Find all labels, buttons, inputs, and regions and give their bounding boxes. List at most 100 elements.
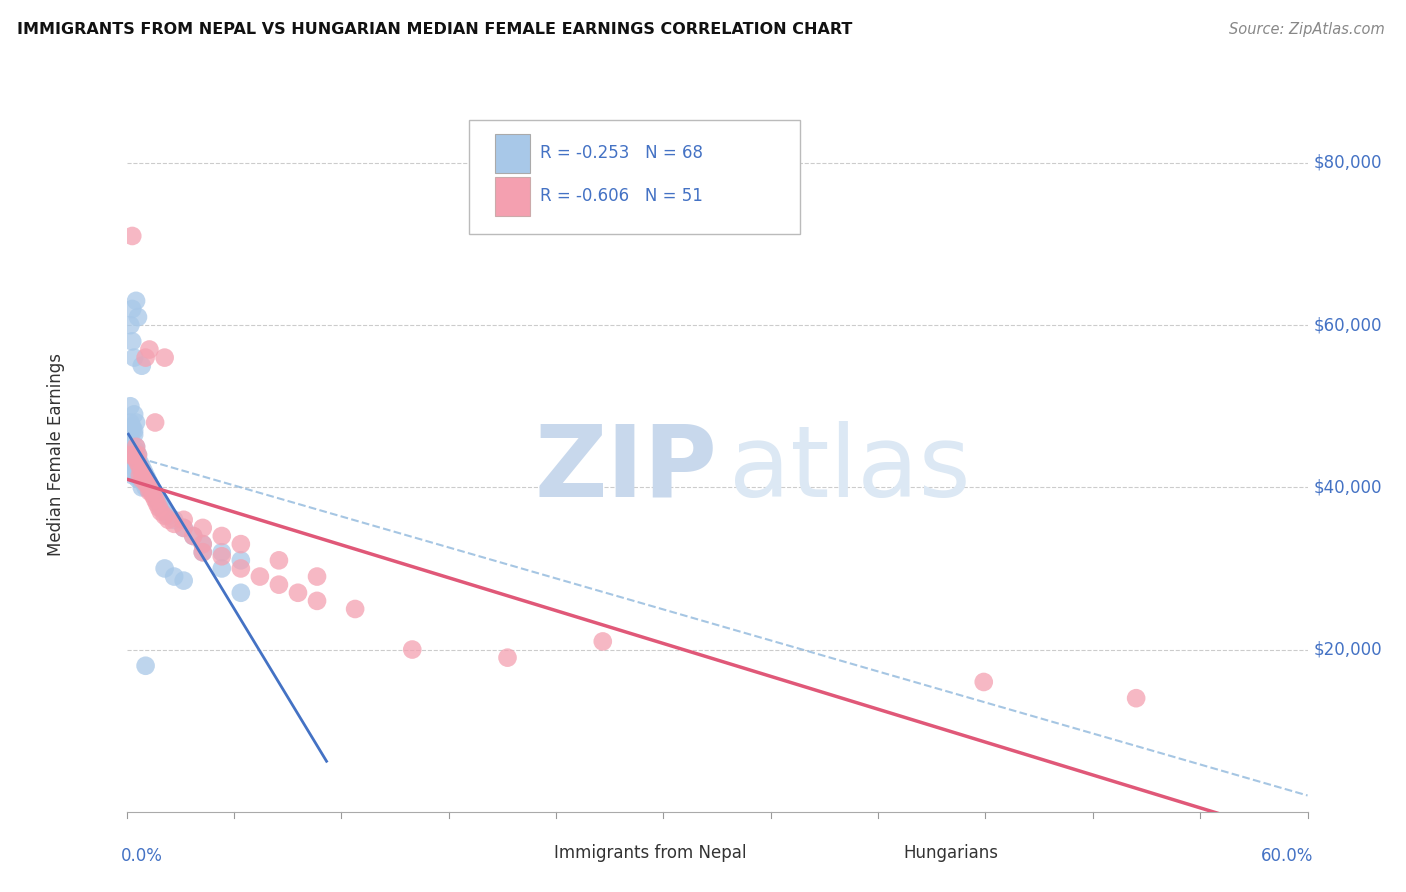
Point: [135, 472, 157, 486]
Point: [973, 675, 995, 690]
Point: [191, 545, 214, 559]
Point: [287, 586, 309, 600]
Point: [211, 545, 233, 559]
Point: [120, 448, 142, 462]
Point: [1125, 691, 1147, 706]
Point: [128, 468, 150, 483]
Point: [496, 650, 519, 665]
Point: [135, 658, 157, 673]
Point: [117, 448, 139, 462]
Point: [211, 529, 233, 543]
Point: [131, 464, 153, 478]
Point: [121, 419, 143, 434]
Point: [117, 435, 139, 450]
Point: [122, 448, 145, 462]
Point: [121, 443, 143, 458]
Point: [131, 460, 153, 475]
Point: [249, 569, 271, 583]
Point: [136, 480, 159, 494]
Point: [138, 343, 160, 357]
Text: atlas: atlas: [728, 421, 970, 517]
Text: Source: ZipAtlas.com: Source: ZipAtlas.com: [1229, 22, 1385, 37]
Point: [143, 416, 166, 430]
Point: [135, 468, 157, 483]
Point: [121, 229, 143, 244]
Point: [181, 529, 204, 543]
Point: [132, 472, 155, 486]
Point: [157, 508, 180, 523]
Point: [125, 456, 148, 470]
Point: [146, 492, 169, 507]
Text: 0.0%: 0.0%: [121, 847, 163, 865]
Point: [125, 416, 148, 430]
Text: Immigrants from Nepal: Immigrants from Nepal: [554, 844, 747, 862]
Point: [191, 545, 214, 559]
Point: [121, 424, 143, 438]
Text: Median Female Earnings: Median Female Earnings: [46, 353, 65, 557]
Point: [128, 464, 150, 478]
Point: [122, 424, 145, 438]
Point: [135, 351, 157, 365]
Point: [229, 537, 252, 551]
Point: [122, 452, 145, 467]
Point: [148, 497, 170, 511]
Point: [138, 476, 160, 491]
Point: [127, 456, 149, 470]
Bar: [495, 134, 530, 173]
Text: R = -0.253   N = 68: R = -0.253 N = 68: [540, 145, 703, 162]
Text: $60,000: $60,000: [1313, 316, 1382, 334]
Point: [267, 553, 290, 567]
Point: [127, 448, 149, 462]
Point: [173, 521, 195, 535]
Text: ZIP: ZIP: [534, 421, 717, 517]
Point: [229, 553, 252, 567]
Text: Hungarians: Hungarians: [904, 844, 998, 862]
Point: [173, 513, 195, 527]
Point: [136, 472, 159, 486]
Point: [153, 351, 176, 365]
Point: [125, 443, 148, 458]
Point: [138, 484, 160, 499]
Point: [146, 497, 169, 511]
Point: [120, 399, 142, 413]
Point: [132, 468, 155, 483]
Point: [191, 537, 214, 551]
Bar: [873, 840, 898, 865]
Point: [122, 427, 145, 442]
Point: [135, 476, 157, 491]
Point: [120, 452, 142, 467]
Point: [401, 642, 423, 657]
Point: [127, 464, 149, 478]
Bar: [495, 177, 530, 216]
Point: [128, 456, 150, 470]
Point: [157, 513, 180, 527]
Point: [128, 460, 150, 475]
Point: [120, 416, 142, 430]
Point: [122, 351, 145, 365]
Point: [229, 561, 252, 575]
Point: [125, 440, 148, 454]
Point: [163, 513, 186, 527]
Text: $40,000: $40,000: [1313, 478, 1382, 496]
Bar: [522, 840, 548, 865]
Point: [163, 516, 186, 531]
Point: [191, 521, 214, 535]
Point: [121, 456, 143, 470]
Point: [125, 452, 148, 467]
Point: [127, 310, 149, 324]
Point: [131, 359, 153, 373]
Point: [173, 574, 195, 588]
Point: [121, 468, 143, 483]
Point: [127, 456, 149, 470]
Point: [120, 464, 142, 478]
Point: [143, 488, 166, 502]
Point: [125, 440, 148, 454]
Point: [153, 561, 176, 575]
Point: [120, 432, 142, 446]
Point: [131, 480, 153, 494]
FancyBboxPatch shape: [470, 120, 800, 234]
Point: [143, 492, 166, 507]
Point: [305, 569, 328, 583]
Point: [131, 472, 153, 486]
Text: IMMIGRANTS FROM NEPAL VS HUNGARIAN MEDIAN FEMALE EARNINGS CORRELATION CHART: IMMIGRANTS FROM NEPAL VS HUNGARIAN MEDIA…: [17, 22, 852, 37]
